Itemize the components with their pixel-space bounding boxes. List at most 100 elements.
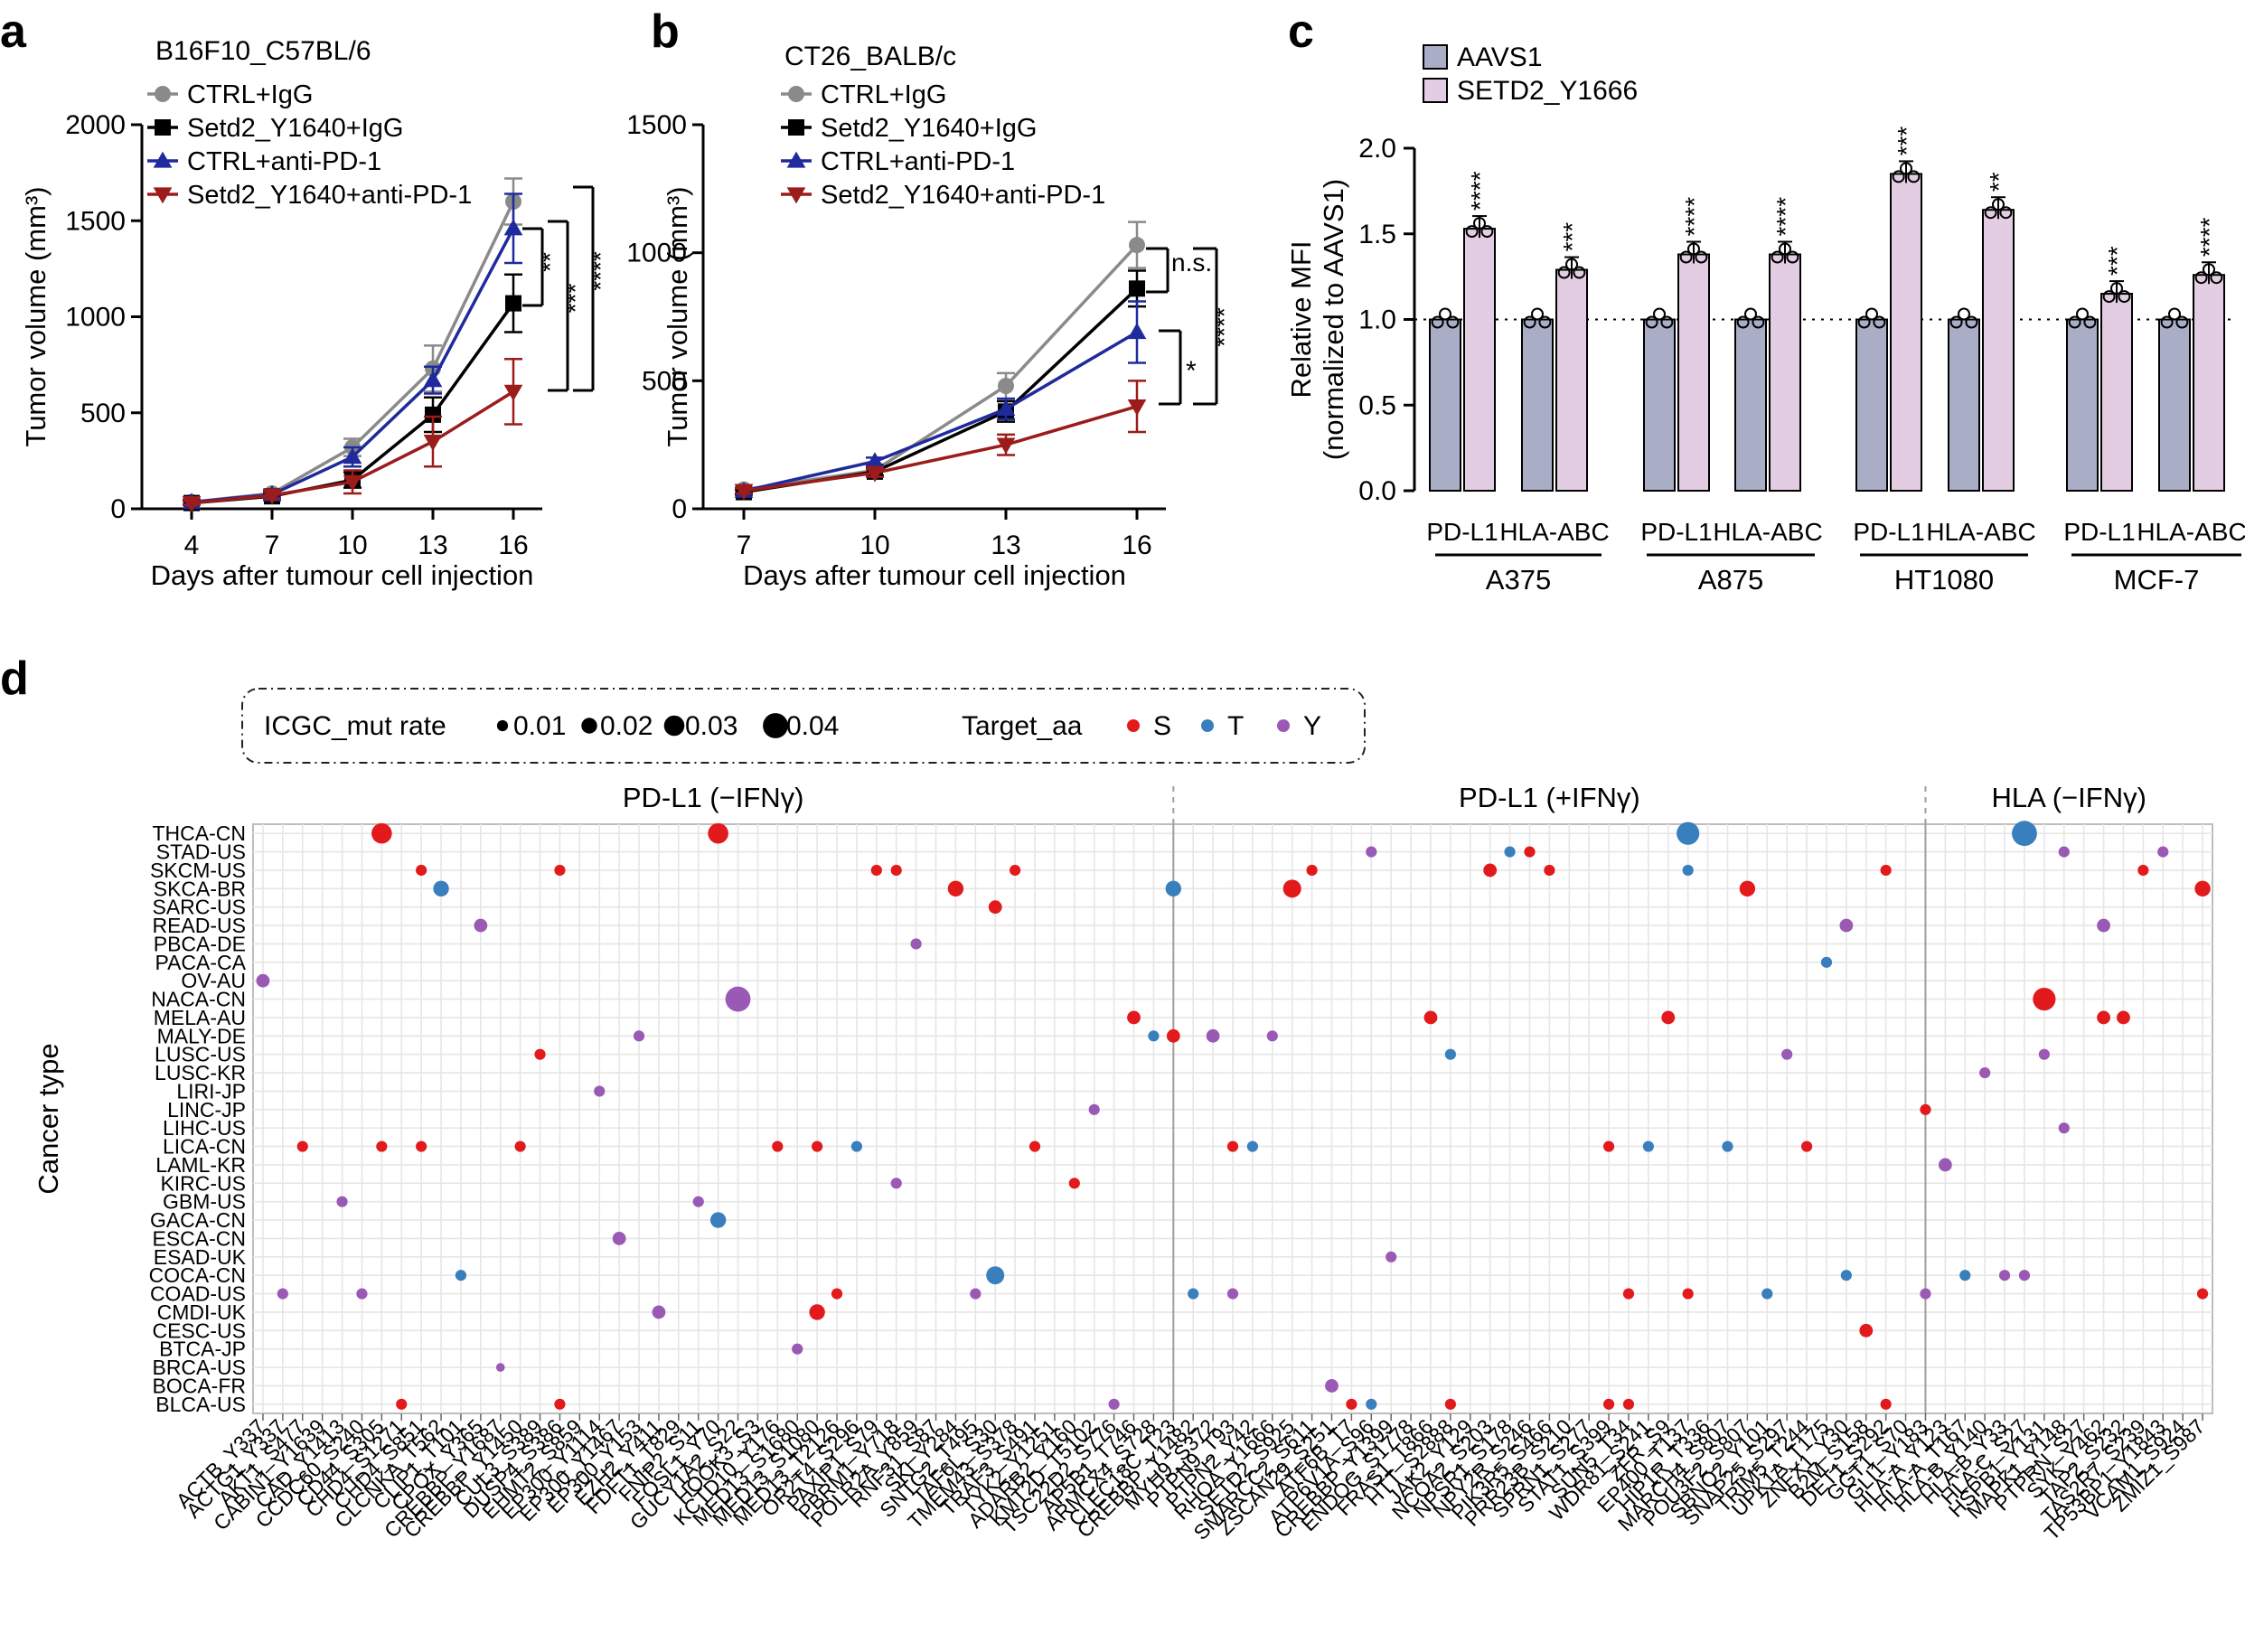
d-cancer-type-label: PACA-CA	[155, 951, 246, 974]
c-sig-label: ***	[1893, 127, 1921, 156]
d-data-point	[850, 1140, 863, 1152]
d-legend-box	[241, 688, 1366, 764]
d-data-point	[376, 1140, 388, 1152]
b-data-point	[996, 399, 1016, 417]
d-cancer-type-label: PBCA-DE	[154, 932, 246, 955]
d-legend-size-label: 0.02	[600, 711, 653, 741]
d-data-point	[474, 918, 488, 933]
d-data-point	[2033, 987, 2056, 1011]
c-replicate-dot	[1984, 206, 1997, 220]
b-series-line	[743, 243, 1139, 492]
d-data-point	[1677, 821, 1700, 845]
c-replicate-dot	[1660, 315, 1674, 329]
d-data-point	[1938, 1158, 1952, 1172]
d-data-point	[772, 1140, 784, 1152]
a-data-point	[343, 474, 362, 492]
d-data-point	[792, 1343, 803, 1355]
b-legend-label: Setd2_Y1640+anti-PD-1	[821, 181, 1105, 210]
c-replicate-dot	[1786, 250, 1799, 264]
c-bar-setd2	[1463, 228, 1496, 492]
d-data-point	[986, 1266, 1005, 1285]
b-sig-label: n.s.	[1171, 249, 1212, 277]
a-data-point	[262, 488, 282, 505]
c-replicate-dot	[2175, 315, 2189, 329]
d-cancer-type-label: STAD-US	[156, 840, 246, 864]
a-data-point	[505, 295, 521, 312]
d-data-point	[725, 986, 751, 1012]
d-data-point	[633, 1030, 645, 1042]
d-data-point	[2137, 864, 2149, 877]
d-data-point	[1602, 1398, 1615, 1410]
d-data-point	[2194, 880, 2211, 897]
c-replicate-dot	[2194, 271, 2208, 285]
d-legend-color-dot	[1127, 719, 1140, 732]
a-x-tick-label: 16	[498, 530, 528, 560]
d-legend-size-dot	[763, 713, 788, 738]
d-data-point	[1166, 1028, 1180, 1043]
c-bar-setd2	[1982, 209, 2015, 492]
c-bar-setd2	[1769, 253, 1801, 492]
b-y-tick-label: 1000	[626, 239, 687, 268]
c-replicate-dot	[1892, 170, 1905, 183]
a-sig-label: ***	[561, 284, 589, 314]
c-marker-label: PD-L1	[2063, 518, 2135, 546]
c-marker-label: PD-L1	[1426, 518, 1498, 546]
d-data-point	[1682, 1288, 1694, 1300]
a-legend-marker	[155, 119, 171, 136]
d-data-point	[2012, 821, 2037, 847]
a-legend-marker	[153, 151, 173, 168]
c-y-tick-label: 1.5	[1358, 220, 1396, 249]
d-data-point	[1839, 918, 1854, 933]
d-data-point	[1820, 956, 1833, 968]
d-data-point	[1029, 1140, 1041, 1152]
b-legend-marker	[786, 187, 806, 204]
c-replicate-dot	[1752, 315, 1765, 329]
d-data-point	[1840, 1270, 1852, 1281]
c-replicate-dot	[1744, 307, 1757, 321]
d-data-point	[433, 880, 449, 897]
d-data-point	[356, 1288, 368, 1300]
d-legend-size-title: ICGC_mut rate	[264, 711, 446, 741]
b-data-point	[734, 483, 754, 501]
d-data-point	[277, 1288, 288, 1300]
b-legend-label: CTRL+IgG	[821, 80, 946, 109]
c-replicate-dot	[2118, 290, 2131, 304]
d-cancer-type-label: GBM-US	[163, 1190, 246, 1214]
d-cancer-type-label: LAML-KR	[155, 1153, 246, 1177]
d-data-point	[1188, 1288, 1199, 1300]
d-data-point	[1800, 1140, 1813, 1152]
d-data-point	[1010, 864, 1021, 877]
b-y-tick-label: 0	[672, 494, 687, 524]
c-bar-setd2	[1677, 253, 1710, 492]
d-data-point	[1682, 864, 1694, 877]
d-data-point	[1622, 1288, 1635, 1300]
d-cancer-type-label: KIRC-US	[160, 1171, 246, 1195]
d-data-point	[371, 822, 392, 844]
d-data-point	[495, 1363, 505, 1372]
c-y-tick-label: 1.0	[1358, 305, 1396, 335]
d-data-point	[1325, 1379, 1339, 1393]
c-replicate-dot	[2102, 290, 2116, 304]
d-cancer-type-label: NACA-CN	[151, 988, 246, 1011]
c-y-axis-label-2: (normalized to AAVS1)	[1318, 179, 1349, 460]
c-sig-label: ****	[2195, 218, 2223, 258]
a-y-tick-label: 1500	[65, 206, 126, 236]
d-data-point	[1979, 1066, 1991, 1079]
d-data-point	[2097, 918, 2110, 933]
c-replicate-dot	[1538, 315, 1552, 329]
d-legend-size-dot	[581, 718, 597, 734]
c-bar-aavs1	[1521, 318, 1554, 492]
d-data-point	[554, 1398, 566, 1410]
b-data-point	[996, 437, 1016, 455]
a-legend-marker	[153, 187, 173, 204]
c-replicate-dot	[1695, 250, 1708, 264]
d-data-point	[1366, 846, 1377, 858]
c-replicate-dot	[2160, 315, 2174, 329]
a-x-tick-label: 10	[337, 530, 367, 560]
c-sig-label: ****	[1466, 171, 1494, 211]
c-replicate-dot	[2168, 307, 2181, 321]
c-replicate-dot	[1573, 266, 1586, 279]
d-data-point	[2097, 1010, 2110, 1025]
d-data-point	[1859, 1323, 1874, 1338]
d-data-point	[692, 1196, 704, 1207]
